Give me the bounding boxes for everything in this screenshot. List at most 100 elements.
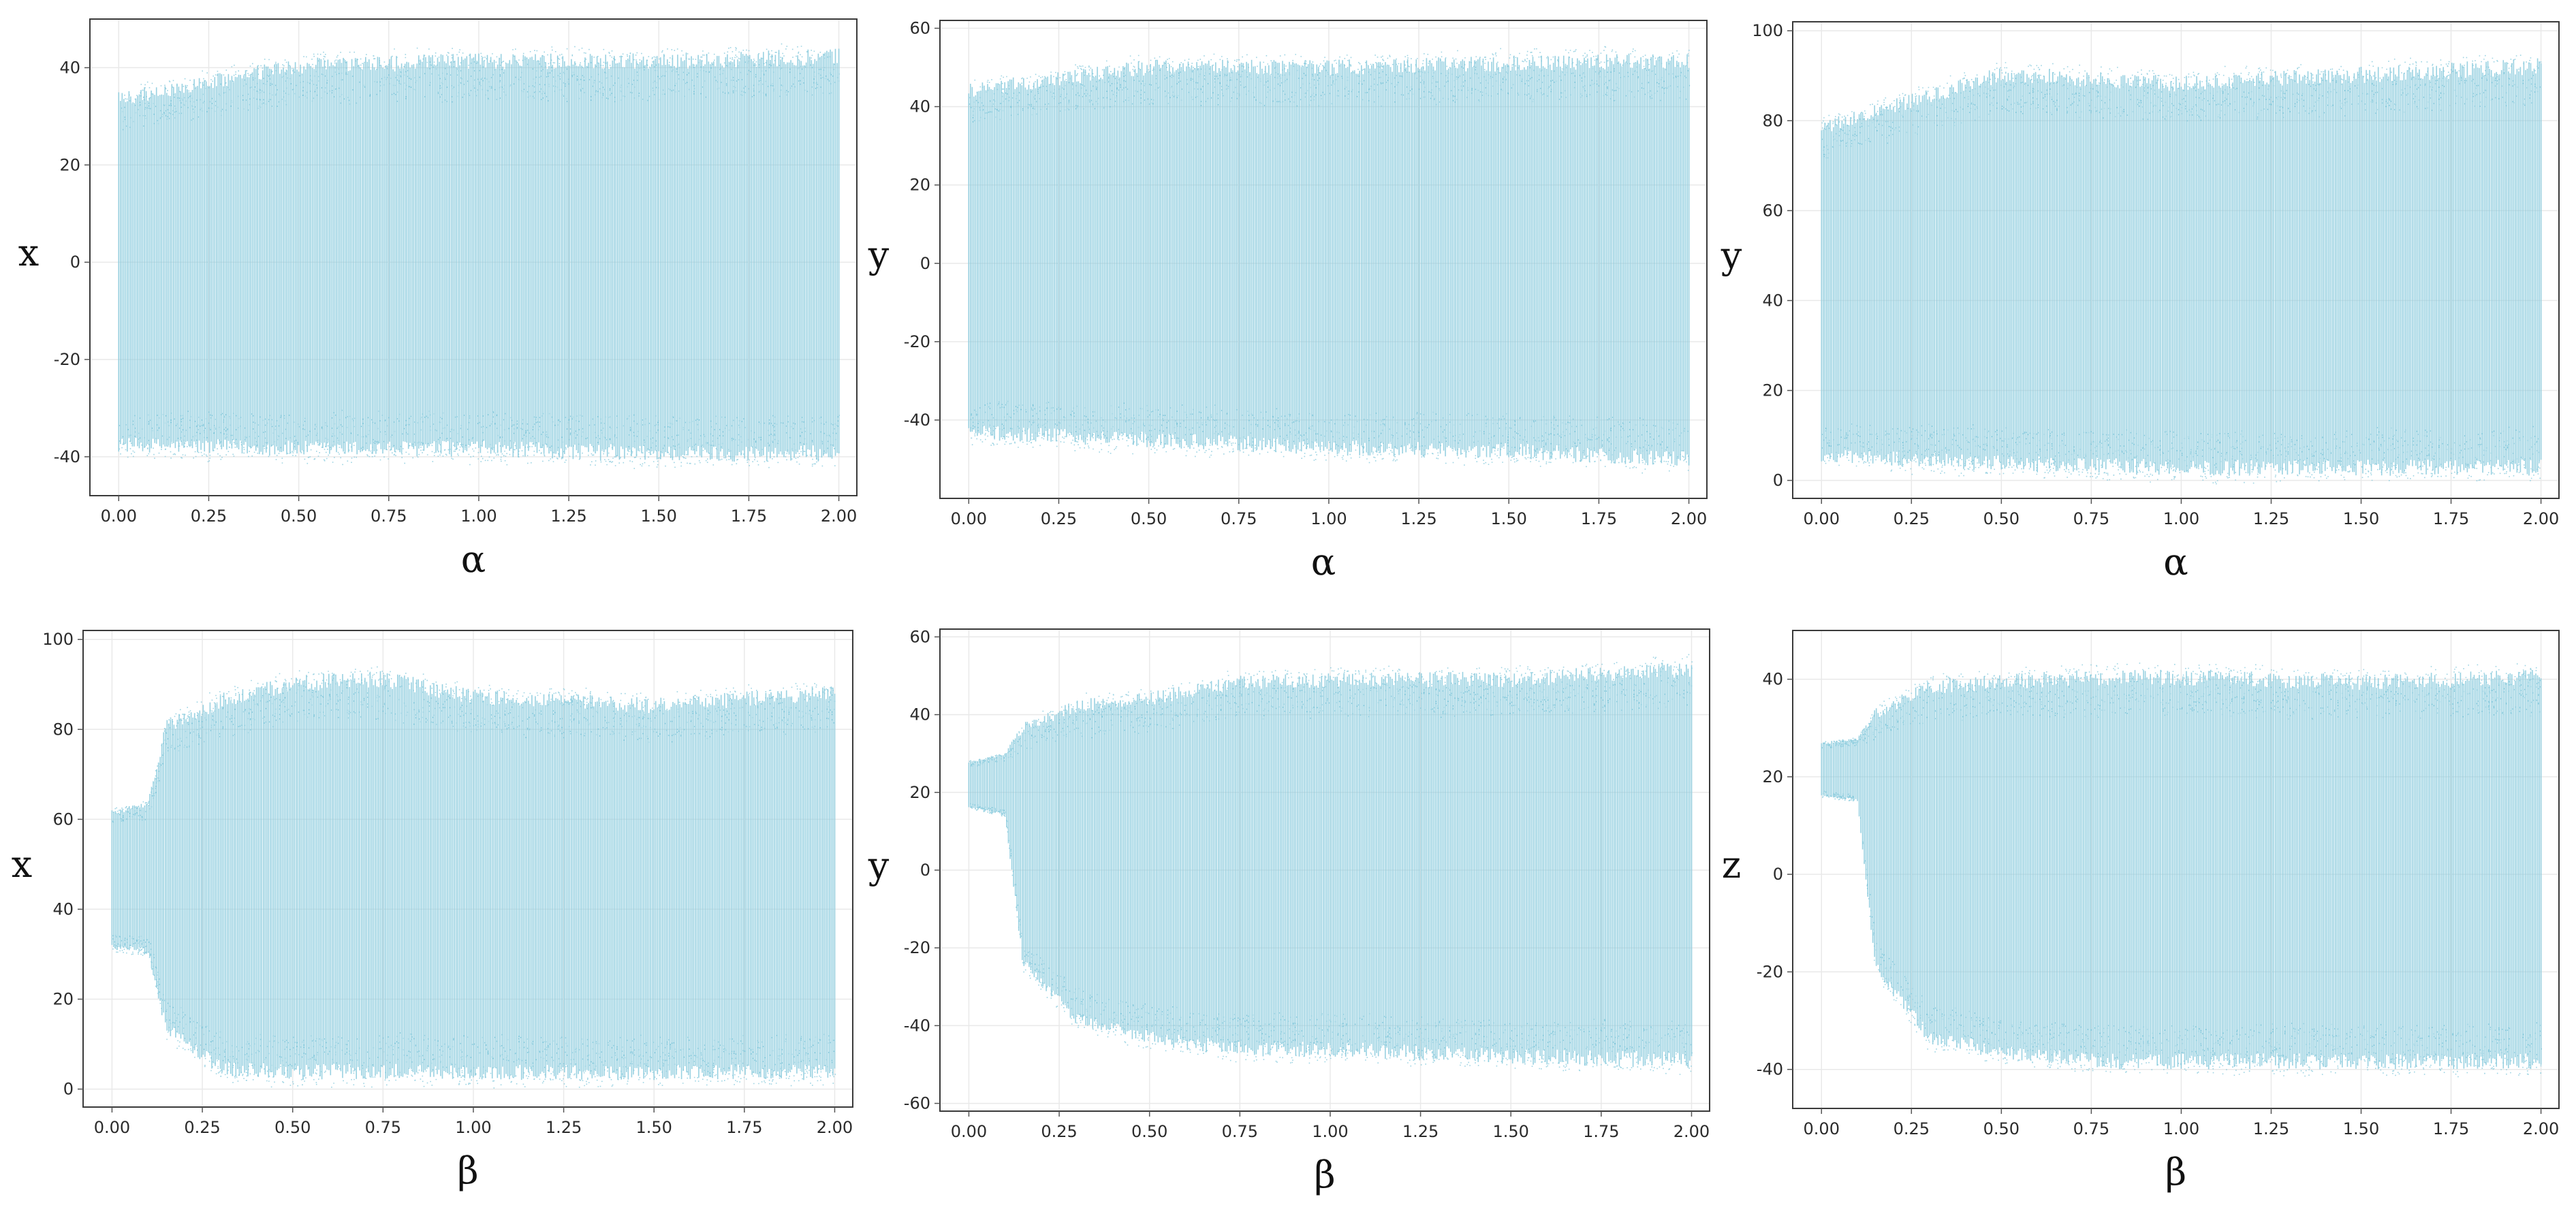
x-tick-label: 1.75 [731, 507, 767, 526]
x-tick-label: 1.00 [2163, 1119, 2199, 1138]
x-tick-label: 1.75 [2433, 1119, 2469, 1138]
x-tick-label: 0.00 [94, 1118, 130, 1137]
x-tick-label: 0.25 [1894, 1119, 1930, 1138]
y-tick-label: 40 [909, 705, 930, 724]
x-tick-label: 0.25 [184, 1118, 220, 1137]
x-axis-title: α [1311, 541, 1336, 583]
x-tick-label: 1.25 [1402, 1122, 1439, 1141]
data-series [1821, 54, 2542, 485]
y-tick-label: 0 [1773, 471, 1783, 490]
x-tick-label: 0.50 [1131, 1122, 1167, 1141]
y-axis-title: x [12, 843, 32, 886]
x-tick-label: 1.00 [2163, 509, 2199, 528]
y-tick-label: -40 [54, 447, 80, 466]
x-tick-label: 0.75 [371, 507, 407, 526]
x-tick-label: 2.00 [2523, 509, 2559, 528]
x-tick-label: 1.25 [1400, 509, 1436, 528]
data-series [1821, 662, 2543, 1078]
data-series [968, 654, 1693, 1075]
y-tick-label: 20 [1762, 767, 1783, 786]
x-tick-label: 0.25 [1894, 509, 1930, 528]
y-tick-label: 40 [1762, 670, 1783, 689]
x-tick-label: 1.50 [2343, 1119, 2379, 1138]
x-tick-label: 1.50 [1491, 509, 1527, 528]
plot-frame [1792, 630, 2560, 1109]
y-tick-label: 40 [1762, 291, 1783, 310]
y-tick-label: -40 [904, 411, 930, 430]
x-tick-label: 0.75 [2073, 1119, 2109, 1138]
x-tick-label: 1.50 [1492, 1122, 1528, 1141]
x-tick-label: 0.00 [1804, 1119, 1840, 1138]
plot-frame [89, 18, 858, 496]
x-axis-title: β [457, 1149, 478, 1192]
y-axis-title: y [1721, 234, 1742, 277]
data-series [968, 46, 1691, 474]
x-tick-label: 0.75 [365, 1118, 401, 1137]
panel-3: 0.00 0.25 0.50 0.75 1.00 1.25 1.50 1.75 2.00 100 8… [1721, 21, 2560, 583]
y-tick-label: 0 [70, 253, 80, 272]
y-tick-label: 0 [63, 1080, 74, 1099]
y-axis-title: x [18, 231, 39, 274]
y-tick-label: 60 [909, 19, 930, 38]
x-tick-label: 0.75 [1222, 1122, 1258, 1141]
x-tick-label: 1.25 [2253, 509, 2289, 528]
x-tick-label: 1.75 [1581, 509, 1617, 528]
y-tick-label: -20 [1757, 962, 1783, 981]
x-tick-label: 1.50 [635, 1118, 672, 1137]
data-series [118, 43, 840, 469]
y-axis-title: y [868, 844, 890, 887]
y-axis-title: y [868, 234, 890, 276]
x-axis-title: β [1314, 1153, 1335, 1196]
x-tick-label: 2.00 [817, 1118, 853, 1137]
x-tick-label: 0.50 [1983, 509, 2020, 528]
y-tick-label: -20 [54, 350, 80, 369]
x-tick-label: 1.25 [2253, 1119, 2289, 1138]
x-axis-title: α [2163, 541, 2188, 583]
plot-frame [939, 20, 1708, 499]
y-tick-label: 0 [1773, 865, 1783, 884]
x-tick-label: 0.75 [1221, 509, 1257, 528]
data-series [111, 666, 836, 1089]
panel-1: 0.00 0.25 0.50 0.75 1.00 1.25 1.50 1.75 2.00 40 20… [18, 18, 858, 581]
x-tick-label: 1.50 [2343, 509, 2379, 528]
x-tick-label: 1.25 [550, 507, 586, 526]
x-tick-label: 1.75 [2433, 509, 2469, 528]
scatter-points [112, 666, 836, 1089]
x-axis-title: α [461, 538, 486, 581]
x-tick-label: 0.00 [951, 509, 987, 528]
x-tick-label: 1.75 [1583, 1122, 1619, 1141]
x-tick-label: 2.00 [1674, 1122, 1710, 1141]
x-tick-label: 0.00 [951, 1122, 987, 1141]
x-tick-label: 0.50 [1131, 509, 1167, 528]
x-tick-label: 0.00 [101, 507, 137, 526]
x-tick-label: 1.00 [460, 507, 497, 526]
panel-6: 0.00 0.25 0.50 0.75 1.00 1.25 1.50 1.75 2.00 40 20… [1722, 630, 2560, 1194]
x-tick-label: 0.00 [1804, 509, 1840, 528]
plot-frame [1792, 21, 2560, 499]
x-tick-label: 1.00 [455, 1118, 491, 1137]
y-tick-label: 60 [52, 810, 74, 829]
x-tick-label: 1.00 [1310, 509, 1347, 528]
panel-2: 0.00 0.25 0.50 0.75 1.00 1.25 1.50 1.75 2.00 60 40… [868, 19, 1708, 583]
scatter-points [119, 43, 840, 469]
y-tick-label: 80 [1762, 111, 1783, 130]
y-tick-label: -60 [904, 1094, 930, 1113]
y-tick-label: 20 [909, 176, 930, 195]
y-tick-label: 100 [42, 630, 74, 649]
panel-4: 0.00 0.25 0.50 0.75 1.00 1.25 1.50 1.75 2.00 100 8… [12, 630, 853, 1192]
y-axis-title: z [1722, 844, 1741, 886]
x-tick-label: 2.00 [821, 507, 857, 526]
x-tick-label: 2.00 [2523, 1119, 2559, 1138]
x-tick-label: 1.25 [546, 1118, 582, 1137]
x-axis-title: β [2165, 1151, 2186, 1194]
x-tick-label: 2.00 [1671, 509, 1707, 528]
y-tick-label: 60 [909, 627, 930, 646]
plot-frame [82, 630, 853, 1108]
x-tick-label: 0.25 [1041, 1122, 1077, 1141]
y-tick-label: 40 [59, 58, 80, 77]
y-tick-label: 40 [909, 97, 930, 116]
y-tick-label: 0 [920, 861, 930, 880]
y-tick-label: -20 [904, 938, 930, 957]
x-tick-label: 0.25 [1041, 509, 1077, 528]
